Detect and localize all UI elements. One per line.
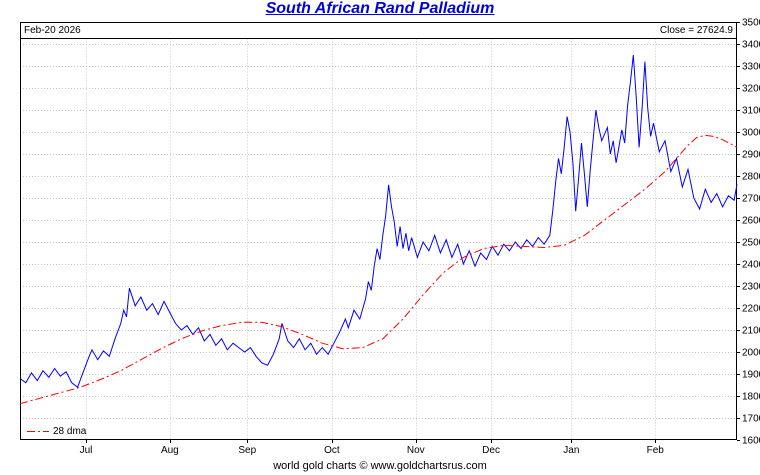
y-axis-label: 29000 (742, 150, 760, 161)
x-axis-label: Jul (80, 445, 93, 456)
date-label: Feb-20 2026 (24, 25, 81, 36)
plot-border (20, 22, 737, 440)
y-axis-label: 21000 (742, 326, 760, 337)
y-axis-label: 34000 (742, 40, 760, 51)
y-axis-label: 26000 (742, 216, 760, 227)
x-axis-label: Aug (161, 445, 179, 456)
footer-credit: world gold charts © www.goldchartsrus.co… (273, 460, 487, 472)
y-axis-label: 33000 (742, 62, 760, 73)
x-axis-label: Oct (324, 445, 340, 456)
y-axis-labels: 16000 17000 18000 19000 20000 21000 22000 23000… (737, 18, 760, 447)
legend-dma-label: 28 dma (53, 426, 87, 437)
gridlines (20, 38, 737, 440)
y-axis-label: 24000 (742, 260, 760, 271)
x-axis-label: Nov (407, 445, 425, 456)
chart-title: South African Rand Palladium (265, 0, 495, 17)
y-axis-label: 16000 (742, 436, 760, 447)
close-value-label: Close = 27624.9 (659, 25, 733, 36)
y-axis-label: 35000 (742, 18, 760, 29)
price-series-line (19, 54, 738, 389)
dma28-series-line (19, 134, 738, 405)
y-axis-label: 23000 (742, 282, 760, 293)
y-axis-label: 22000 (742, 304, 760, 315)
x-axis-label: Feb (647, 445, 665, 456)
y-axis-label: 18000 (742, 392, 760, 403)
x-axis-label: Jan (563, 445, 579, 456)
y-axis-label: 30000 (742, 128, 760, 139)
y-axis-label: 25000 (742, 238, 760, 249)
y-axis-label: 20000 (742, 348, 760, 359)
y-axis-label: 17000 (742, 414, 760, 425)
y-axis-label: 28000 (742, 172, 760, 183)
y-axis-label: 27000 (742, 194, 760, 205)
x-axis-labels: Jul Aug Sep Oct Nov Dec Jan Feb (80, 440, 665, 456)
x-axis-label: Dec (482, 445, 500, 456)
y-axis-label: 19000 (742, 370, 760, 381)
y-axis-label: 31000 (742, 106, 760, 117)
y-axis-label: 32000 (742, 84, 760, 95)
x-axis-label: Sep (238, 445, 256, 456)
